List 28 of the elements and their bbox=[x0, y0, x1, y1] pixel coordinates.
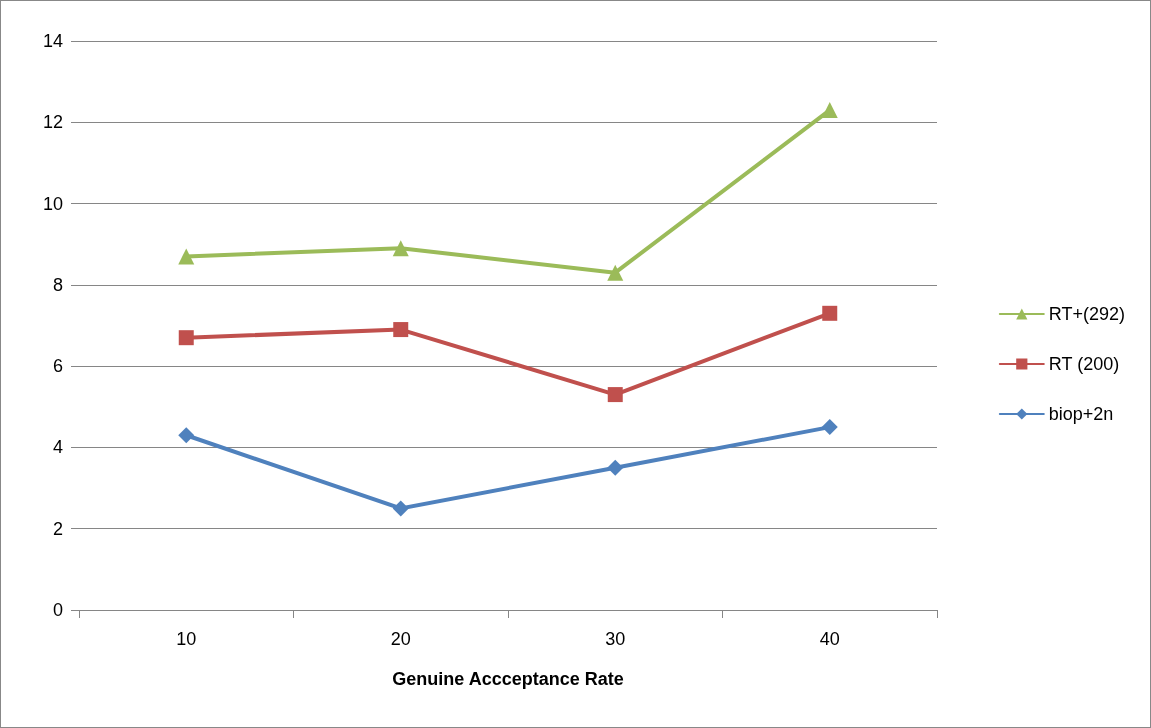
y-tick-label: 10 bbox=[42, 193, 63, 214]
y-tick-label: 6 bbox=[52, 356, 63, 377]
point bbox=[392, 240, 409, 257]
x-tick-label: 40 bbox=[819, 629, 840, 649]
point bbox=[821, 102, 838, 119]
legend-label: RT (200) bbox=[1048, 354, 1120, 374]
y-tick-label: 0 bbox=[52, 600, 63, 620]
point bbox=[393, 322, 409, 338]
point bbox=[607, 387, 623, 403]
point bbox=[822, 305, 838, 321]
point bbox=[178, 248, 195, 265]
x-axis-title: Genuine Accceptance Rate bbox=[392, 669, 624, 689]
point bbox=[392, 500, 409, 517]
point bbox=[821, 419, 838, 436]
point bbox=[178, 427, 195, 444]
x-tick-label: 10 bbox=[176, 629, 197, 649]
legend-label: biop+2n bbox=[1048, 404, 1114, 424]
y-tick-label: 8 bbox=[52, 274, 63, 295]
x-tick-label: 30 bbox=[605, 629, 626, 649]
y-tick-label: 4 bbox=[52, 437, 63, 458]
point bbox=[607, 459, 624, 476]
y-tick-label: 14 bbox=[42, 31, 63, 51]
point bbox=[178, 330, 194, 346]
legend-label: RT+(292) bbox=[1048, 304, 1125, 324]
x-tick-label: 20 bbox=[390, 629, 411, 649]
point bbox=[607, 264, 624, 281]
y-tick-label: 12 bbox=[42, 112, 63, 133]
y-tick-label: 2 bbox=[52, 518, 63, 539]
